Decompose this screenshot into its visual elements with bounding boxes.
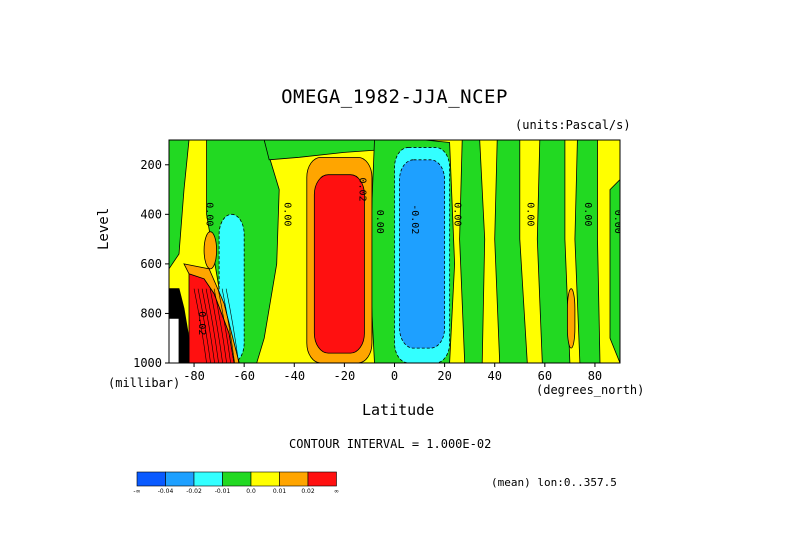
colorbar-swatch: [193, 471, 223, 487]
x-tick-label: 20: [437, 369, 451, 383]
contour-label: 0.00: [452, 202, 463, 226]
contour-label: 0.00: [281, 202, 292, 226]
x-tick-label: -20: [334, 369, 356, 383]
green-band-45n: [494, 140, 528, 363]
y-tick-label: 600: [140, 257, 162, 271]
y-axis-label: Level: [96, 207, 112, 250]
contour-label: -0.02: [409, 204, 420, 234]
colorbar-label: 0.01: [273, 488, 287, 495]
contour-line: [213, 288, 227, 363]
colorbar-label: 0.0: [246, 488, 256, 495]
colorbar-label: -0.02: [186, 488, 202, 495]
colorbar-swatch: [279, 471, 309, 487]
contour-label: 0.00: [204, 202, 215, 226]
x-tick-label: -40: [283, 369, 305, 383]
units-label: (units:Pascal/s): [515, 118, 631, 132]
colorbar-label: -0.04: [158, 488, 174, 495]
colorbar-label: -0.01: [215, 488, 231, 495]
contour-line: [197, 288, 211, 363]
colorbar-label: 0.02: [301, 488, 315, 495]
colorbar-swatch: [222, 471, 252, 487]
colorbar-swatch: [165, 471, 195, 487]
green-band-far-south: [169, 140, 190, 270]
contour-line: [201, 288, 215, 363]
colorbar-swatch: [307, 471, 337, 487]
x-tick-label: 0: [391, 369, 398, 383]
positive-ring-75s: [183, 263, 240, 363]
colorbar-swatch: [250, 471, 280, 487]
contour-line: [205, 288, 219, 363]
contour-labels: 0.00 0.00 0.02 0.00 -0.02 0.00 0.00 0.00 0.00 0.0…: [196, 178, 623, 336]
contour-label: 0.00: [612, 210, 623, 234]
y-tick-label: 800: [140, 306, 162, 320]
contour-label: 0.00: [374, 210, 385, 234]
y-tick-label: 400: [140, 207, 162, 221]
missing-data: [169, 317, 180, 363]
axes: -80 -60 -40 -20 0 20 40 60 80 200 400 600 800 1000: [133, 158, 602, 383]
x-axis-label: Latitude: [362, 401, 435, 419]
contour-label: 0.00: [524, 202, 535, 226]
colorbar-label: -∞: [133, 488, 140, 495]
x-tick-label: 60: [538, 369, 552, 383]
x-axis-units: (degrees_north): [536, 383, 645, 397]
contour-line: [221, 288, 235, 363]
contour-label: 0.02: [356, 178, 367, 202]
x-tick-label: 80: [588, 369, 602, 383]
contour-interval-text: CONTOUR INTERVAL = 1.000E-02: [289, 437, 492, 451]
colorbar-swatch: [136, 471, 166, 487]
colorbar-label: ∞: [334, 488, 339, 495]
green-band-30n: [459, 140, 486, 363]
positive-core-southern-subtropics: [313, 174, 365, 354]
y-axis-units: (millibar): [108, 376, 181, 390]
contour-line: [225, 288, 239, 363]
contour-line: [193, 288, 207, 363]
chart-title: OMEGA_1982-JJA_NCEP: [281, 86, 508, 108]
green-band-75n: [574, 140, 601, 363]
positive-spot-70s: [203, 231, 218, 270]
x-tick-label: 40: [487, 369, 501, 383]
contour-field: [169, 140, 620, 363]
mean-longitude-text: (mean) lon:0..357.5: [491, 476, 617, 489]
negative-core-tropics: [399, 159, 446, 349]
y-tick-label: 200: [140, 158, 162, 172]
green-band-60n: [536, 140, 571, 363]
contour-line: [209, 288, 223, 363]
contour-label: 0.00: [582, 202, 593, 226]
contour-label: 0.02: [196, 311, 207, 335]
green-band-90n: [609, 179, 620, 363]
x-tick-label: -80: [183, 369, 205, 383]
contour-line: [217, 288, 231, 363]
green-band-high-cap: [263, 140, 385, 161]
x-tick-label: -60: [233, 369, 255, 383]
positive-spot-75n: [566, 288, 576, 349]
y-tick-label: 1000: [133, 356, 162, 370]
colorbar: -∞ -0.04 -0.02 -0.01 0.0 0.01 0.02 ∞: [133, 471, 339, 495]
